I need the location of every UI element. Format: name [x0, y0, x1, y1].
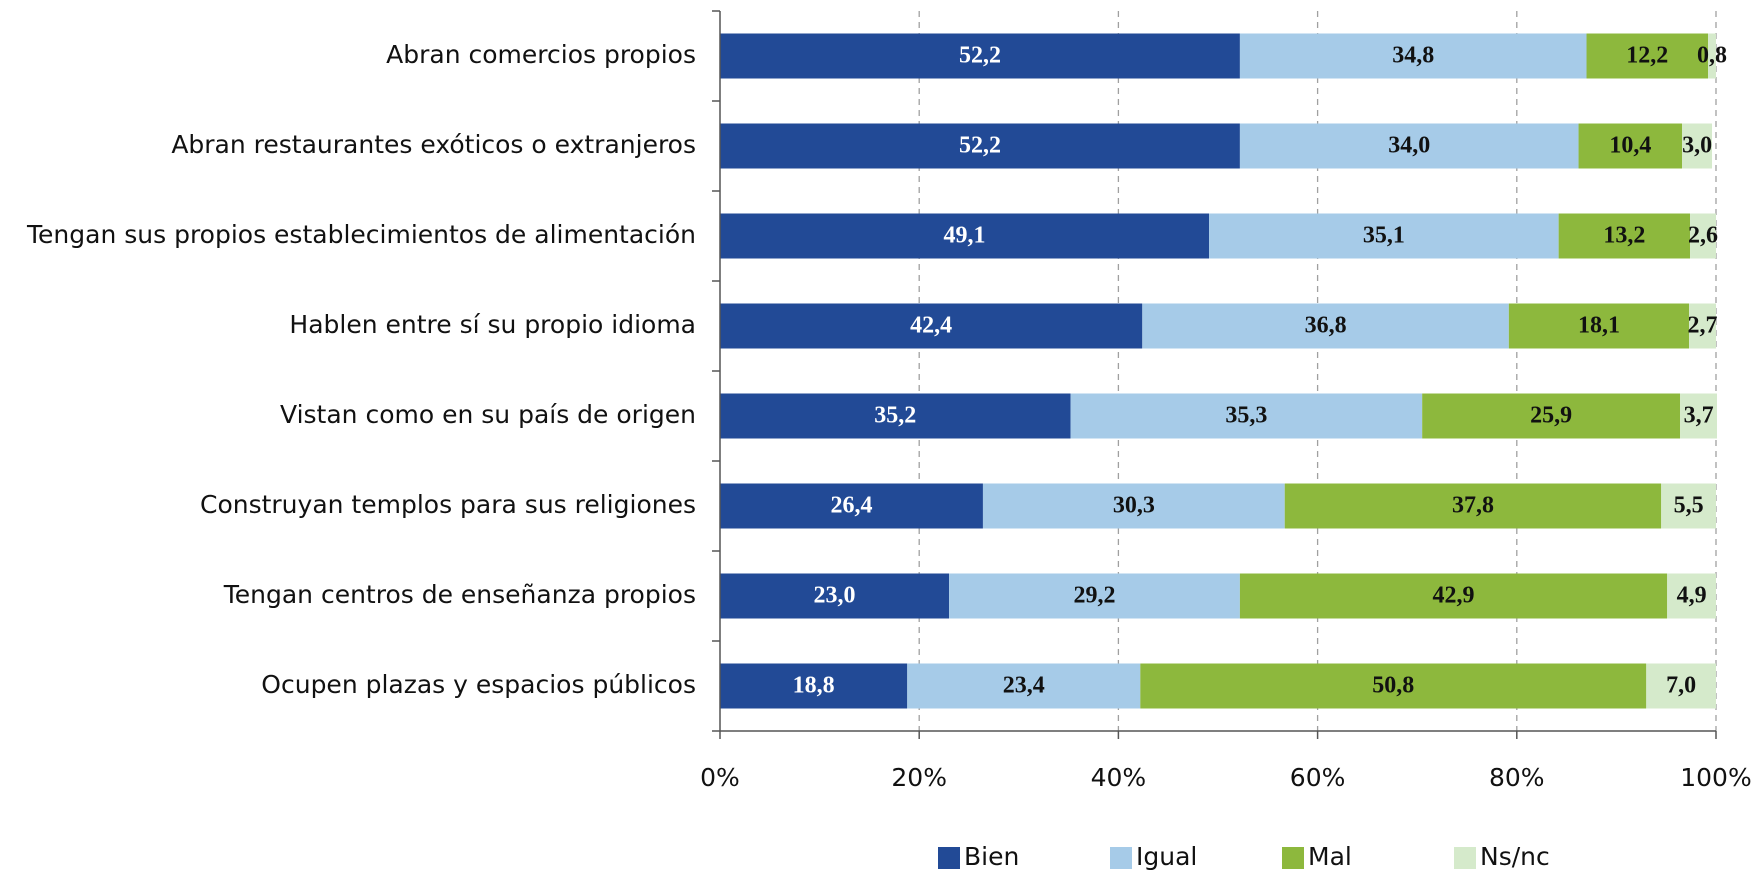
data-label: 30,3 [1113, 493, 1155, 519]
category-label: Construyan templos para sus religiones [200, 490, 696, 519]
category-label: Vistan como en su país de origen [280, 400, 696, 429]
x-tick-label: 40% [1091, 763, 1147, 792]
bar-segment [1708, 33, 1716, 79]
data-label: 3,0 [1682, 133, 1712, 159]
data-label: 37,8 [1452, 493, 1494, 519]
bar-segment [1586, 33, 1709, 79]
category-label: Abran restaurantes exóticos o extranjero… [171, 130, 696, 159]
bar-segment [720, 483, 983, 529]
bar-segment [1284, 483, 1662, 529]
data-label: 52,2 [959, 43, 1001, 69]
data-label: 26,4 [830, 493, 872, 519]
data-label: 2,7 [1688, 313, 1718, 339]
data-label: 13,2 [1603, 223, 1645, 249]
legend-label: Mal [1308, 842, 1352, 871]
data-label: 50,8 [1372, 673, 1414, 699]
bar-segment [1646, 663, 1716, 709]
data-label: 4,9 [1677, 583, 1707, 609]
category-label: Tengan centros de enseñanza propios [223, 580, 696, 609]
legend-swatch [938, 847, 960, 869]
data-label: 10,4 [1609, 133, 1651, 159]
bar-segment [907, 663, 1141, 709]
x-tick-label: 20% [891, 763, 947, 792]
bar-segment [1140, 663, 1647, 709]
legend-label: Ns/nc [1480, 842, 1550, 871]
bar-segment [1682, 123, 1713, 169]
bar-segment [1661, 483, 1716, 529]
legend-swatch [1454, 847, 1476, 869]
data-label: 0,8 [1697, 43, 1727, 69]
data-label: 42,4 [910, 313, 952, 339]
legend-swatch [1282, 847, 1304, 869]
data-label: 35,2 [874, 403, 916, 429]
bar-segment [720, 213, 1210, 259]
data-label: 35,3 [1225, 403, 1267, 429]
category-label: Ocupen plazas y espacios públicos [261, 670, 696, 699]
bar-segment [1667, 573, 1716, 619]
bar-segment [1689, 303, 1716, 349]
bar-segment [1209, 213, 1559, 259]
bar-segment [1239, 33, 1587, 79]
bar-segment [1070, 393, 1423, 439]
data-label: 18,8 [793, 673, 835, 699]
data-label: 23,4 [1003, 673, 1045, 699]
data-label: 42,9 [1433, 583, 1475, 609]
bar-segment [720, 573, 950, 619]
legend-label: Igual [1136, 842, 1197, 871]
legend-label: Bien [964, 842, 1019, 871]
bar-segment [1558, 213, 1691, 259]
data-label: 7,0 [1666, 673, 1696, 699]
bar-segment [720, 123, 1240, 169]
bar-segment [1142, 303, 1509, 349]
category-label: Tengan sus propios establecimientos de a… [26, 220, 696, 249]
data-label: 12,2 [1626, 43, 1668, 69]
data-label: 3,7 [1684, 403, 1714, 429]
x-tick-label: 60% [1290, 763, 1346, 792]
bar-segment [1690, 213, 1716, 259]
bar-segment [720, 663, 908, 709]
x-tick-label: 100% [1680, 763, 1751, 792]
bar-segment [1680, 393, 1717, 439]
data-label: 52,2 [959, 133, 1001, 159]
category-label: Abran comercios propios [386, 40, 696, 69]
data-label: 2,6 [1688, 223, 1718, 249]
data-label: 18,1 [1578, 313, 1620, 339]
bar-segment [720, 393, 1071, 439]
data-label: 34,0 [1388, 133, 1430, 159]
bar-segment [720, 33, 1240, 79]
data-label: 34,8 [1392, 43, 1434, 69]
data-label: 35,1 [1363, 223, 1405, 249]
category-label: Hablen entre sí su propio idioma [289, 310, 696, 339]
bar-segment [1422, 393, 1681, 439]
data-label: 23,0 [814, 583, 856, 609]
bar-segment [1508, 303, 1690, 349]
data-label: 5,5 [1674, 493, 1704, 519]
x-tick-label: 80% [1489, 763, 1545, 792]
bar-segment [949, 573, 1240, 619]
data-label: 25,9 [1530, 403, 1572, 429]
bar-segment [1578, 123, 1683, 169]
bar-segment [1239, 123, 1579, 169]
data-label: 49,1 [944, 223, 986, 249]
x-tick-label: 0% [700, 763, 740, 792]
bar-segment [720, 303, 1143, 349]
data-label: 29,2 [1073, 583, 1115, 609]
legend-swatch [1110, 847, 1132, 869]
bar-segment [982, 483, 1285, 529]
data-label: 36,8 [1305, 313, 1347, 339]
bar-segment [1239, 573, 1668, 619]
